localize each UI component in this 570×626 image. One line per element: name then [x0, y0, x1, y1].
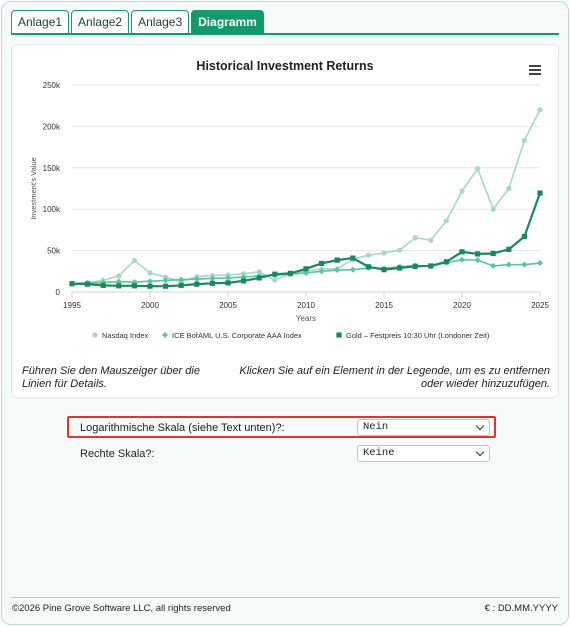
y-tick-label: 0	[56, 288, 61, 297]
data-point	[522, 138, 527, 143]
data-point	[397, 248, 402, 253]
data-point	[444, 259, 449, 264]
data-point	[225, 280, 230, 285]
data-point	[147, 284, 152, 289]
legend-item[interactable]: Nasdaq Index	[102, 331, 149, 340]
tab-underline	[11, 33, 559, 35]
data-point	[85, 282, 90, 287]
data-point	[475, 166, 480, 171]
right-scale-label: Rechte Skala?:	[80, 448, 155, 460]
data-point	[475, 251, 480, 256]
data-point	[475, 257, 481, 263]
data-point	[491, 251, 496, 256]
y-tick-label: 200k	[43, 122, 61, 131]
log-scale-label: Logarithmische Skala (siehe Text unten)?…	[80, 422, 285, 434]
tab-anlage1[interactable]: Anlage1	[11, 10, 69, 34]
data-point	[522, 234, 527, 239]
right-scale-value: Keine	[363, 447, 395, 459]
data-point	[366, 264, 371, 269]
data-point	[397, 265, 402, 270]
data-point	[132, 258, 137, 263]
log-scale-select[interactable]: Nein	[357, 419, 490, 436]
data-point	[459, 249, 464, 254]
legend-item[interactable]: Gold – Festpreis 10:30 Uhr (Londoner Zei…	[346, 331, 490, 340]
data-point	[272, 272, 277, 277]
data-point	[179, 283, 184, 288]
chart-svg: 0 50k 100k 150k 200k 250k 1995 2000 2005 2010 2015…	[12, 45, 558, 355]
legend-marker	[162, 332, 168, 338]
x-tick-label: 2010	[297, 301, 315, 310]
data-point	[147, 278, 153, 284]
data-point	[350, 267, 356, 273]
chevron-down-icon	[476, 422, 484, 430]
footer-divider	[11, 597, 559, 598]
x-tick-label: 2000	[141, 301, 159, 310]
data-point	[101, 283, 106, 288]
hover-hint-text: Führen Sie den Mauszeiger über die Linie…	[22, 365, 212, 391]
x-axis-title: Years	[296, 314, 316, 323]
tab-diagramm[interactable]: Diagramm	[191, 10, 264, 34]
footer-date-format: € : DD.MM.YYYY	[485, 603, 558, 614]
data-point	[303, 266, 308, 271]
tab-anlage3[interactable]: Anlage3	[131, 10, 189, 34]
tab-anlage2[interactable]: Anlage2	[71, 10, 129, 34]
y-tick-label: 250k	[43, 81, 61, 90]
data-point	[335, 258, 340, 263]
data-point	[506, 186, 511, 191]
log-scale-value: Nein	[363, 421, 388, 433]
chart-card: Historical Investment Returns 0 50k 100k 15…	[11, 44, 559, 398]
data-point	[491, 207, 496, 212]
data-point	[444, 218, 449, 223]
y-tick-label: 150k	[43, 164, 61, 173]
data-point	[116, 273, 121, 278]
y-tick-label: 100k	[43, 205, 61, 214]
chevron-down-icon	[476, 448, 484, 456]
x-tick-label: 2025	[531, 301, 549, 310]
data-point	[132, 283, 137, 288]
data-point	[116, 283, 121, 288]
data-point	[381, 267, 386, 272]
data-point	[210, 281, 215, 286]
x-tick-label: 1995	[63, 301, 81, 310]
data-point	[459, 257, 465, 263]
right-scale-select[interactable]: Keine	[357, 445, 490, 462]
data-point	[272, 277, 277, 282]
legend-hint-text: Klicken Sie auf ein Element in der Legen…	[226, 365, 550, 391]
data-point	[521, 262, 527, 268]
data-point	[428, 263, 433, 268]
data-point	[459, 188, 464, 193]
data-point	[381, 250, 386, 255]
data-point	[413, 264, 418, 269]
data-point	[350, 255, 355, 260]
footer-copyright: ©2026 Pine Grove Software LLC, all right…	[12, 603, 231, 614]
data-point	[319, 261, 324, 266]
data-point	[194, 282, 199, 287]
data-point	[69, 281, 74, 286]
y-axis-title: Investment's Value	[29, 157, 38, 220]
data-point	[537, 260, 543, 266]
x-tick-label: 2020	[453, 301, 471, 310]
data-point	[163, 284, 168, 289]
series-line-1	[72, 110, 540, 284]
legend-marker	[336, 332, 341, 337]
data-point	[537, 107, 542, 112]
data-point	[288, 271, 293, 276]
data-point	[506, 262, 512, 268]
data-point	[413, 235, 418, 240]
legend-marker	[92, 332, 97, 337]
data-point	[506, 247, 511, 252]
data-point	[537, 190, 542, 195]
data-point	[241, 278, 246, 283]
data-point	[428, 238, 433, 243]
data-point	[257, 275, 262, 280]
legend-item[interactable]: ICE BofAML U.S. Corporate AAA Index	[172, 331, 302, 340]
data-point	[147, 270, 152, 275]
data-point	[490, 263, 496, 269]
y-tick-label: 50k	[47, 247, 61, 256]
data-point	[366, 253, 371, 258]
x-tick-label: 2015	[375, 301, 393, 310]
tab-bar: Anlage1 Anlage2 Anlage3 Diagramm	[11, 10, 264, 34]
x-tick-label: 2005	[219, 301, 237, 310]
